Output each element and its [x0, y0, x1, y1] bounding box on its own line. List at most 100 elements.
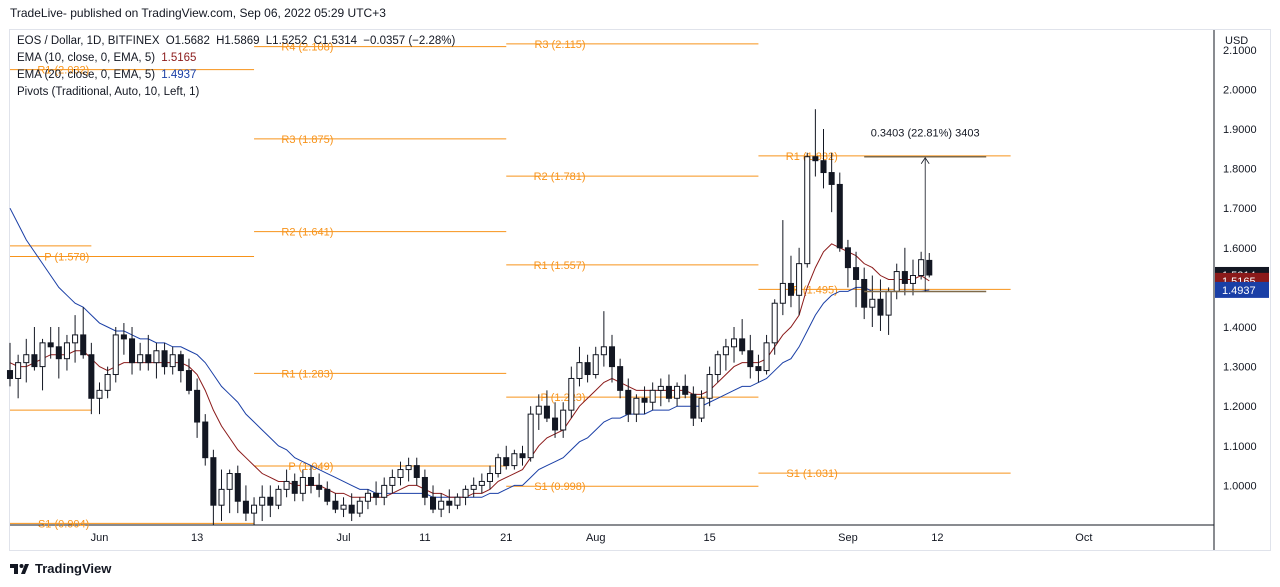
price-tick-label: 1.0000 [1223, 480, 1257, 492]
candle-body [787, 282, 794, 296]
candle [861, 267, 868, 320]
candle-body [755, 366, 762, 372]
measure-label: 0.3403 (22.81%) 3403 [871, 128, 980, 140]
candle-body [706, 374, 713, 399]
publish-header: TradeLive- published on TradingView.com,… [10, 6, 386, 20]
pivot-label: R3 (1.875) [281, 134, 333, 146]
price-tick-label: 1.3000 [1223, 362, 1257, 374]
pivot-label: S1 (1.031) [786, 468, 837, 480]
candle-body [210, 457, 217, 506]
candle-body [364, 492, 371, 502]
candle [267, 485, 274, 518]
candle-body [486, 473, 493, 482]
candle-body [885, 290, 892, 316]
candle [926, 252, 933, 278]
candle-body [527, 413, 534, 459]
candle-body [324, 488, 331, 502]
candle [242, 485, 249, 522]
legend-ema10-row[interactable]: EMA (10, close, 0, EMA, 5) 1.5165 [17, 50, 455, 67]
candle-body [844, 247, 851, 269]
candle-body [332, 500, 339, 510]
candle [617, 358, 624, 399]
candle-body [283, 480, 290, 490]
candle [153, 342, 160, 379]
candle [592, 346, 599, 379]
candle-body [926, 259, 933, 276]
candle [763, 334, 770, 375]
candle [340, 497, 347, 518]
candle-body [836, 183, 843, 249]
candle-body [714, 354, 721, 376]
candle [373, 481, 380, 506]
candle-body [413, 465, 420, 478]
pivot-label: P (1.495) [793, 284, 838, 296]
candle-body [909, 275, 917, 284]
chart-frame[interactable] [9, 29, 1271, 551]
price-tick-label: 1.8000 [1223, 164, 1257, 176]
pivot-label: R1 (1.557) [534, 260, 586, 272]
candle-body [690, 393, 697, 419]
price-badge-bg [1215, 281, 1269, 298]
candle-body [381, 484, 388, 498]
candle [389, 469, 396, 494]
candle-body [307, 476, 315, 486]
candle-body [543, 405, 550, 419]
pivot-label: R2 (1.781) [534, 171, 586, 183]
candle [511, 449, 518, 470]
legend-pivots-row[interactable]: Pivots (Traditional, Auto, 10, Left, 1) [17, 84, 455, 101]
candle [641, 386, 648, 415]
candle-body [31, 354, 38, 368]
candle-body [576, 362, 583, 379]
candle-body [185, 370, 192, 391]
candle [405, 457, 412, 482]
candle [820, 129, 827, 189]
candle [747, 334, 754, 379]
candle [47, 327, 54, 359]
price-tick-label: 1.7000 [1223, 203, 1257, 215]
candle-body [511, 453, 518, 467]
candle-body [918, 259, 925, 277]
candle [779, 220, 786, 316]
price-tick-label: 2.0000 [1223, 84, 1257, 96]
candle [804, 152, 811, 268]
candle-body [267, 496, 274, 506]
candle [218, 469, 225, 522]
candle-body [316, 484, 323, 490]
candle-body [454, 496, 461, 506]
candle-body [877, 298, 884, 316]
candle-body [72, 334, 79, 344]
legend-ema20-row[interactable]: EMA (20, close, 0, EMA, 5) 1.4937 [17, 67, 455, 84]
candle-body [259, 496, 266, 506]
candle-body [568, 377, 575, 411]
candle-body [470, 484, 477, 490]
candle [682, 374, 689, 399]
candle [356, 497, 363, 518]
candle-body [600, 346, 607, 356]
pivot-label: S1 (0.998) [534, 481, 585, 493]
candle-body [169, 354, 176, 368]
candle [39, 338, 46, 391]
time-tick-label: Aug [586, 532, 606, 544]
candle [519, 445, 526, 466]
candle-body [739, 338, 746, 352]
pivot-label: R1 (2.032) [37, 65, 89, 77]
candle [55, 327, 62, 379]
candle-body [194, 389, 201, 423]
candle [706, 366, 713, 407]
time-tick-label: 11 [419, 532, 430, 544]
candle-body [584, 362, 591, 376]
candle [63, 334, 70, 371]
candle-body [104, 374, 111, 391]
candle-body [55, 346, 62, 360]
candle [739, 319, 746, 355]
candle [307, 465, 315, 494]
legend-symbol[interactable]: EOS / Dollar, 1D, BITFINEX [17, 35, 160, 47]
price-tick-label: 1.4000 [1223, 322, 1257, 334]
candle-body [560, 409, 567, 431]
candle [552, 402, 559, 438]
candle [438, 493, 445, 518]
candle [161, 342, 168, 375]
candle-body [275, 488, 282, 506]
candle [194, 378, 201, 438]
